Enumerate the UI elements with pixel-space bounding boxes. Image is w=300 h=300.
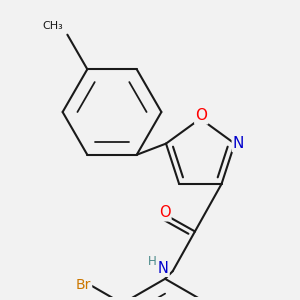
Text: O: O <box>159 206 170 220</box>
Text: O: O <box>195 108 207 123</box>
Text: N: N <box>233 136 244 151</box>
Text: Br: Br <box>76 278 91 292</box>
Text: N: N <box>158 261 169 276</box>
Text: CH₃: CH₃ <box>43 21 64 31</box>
Text: H: H <box>147 255 156 268</box>
